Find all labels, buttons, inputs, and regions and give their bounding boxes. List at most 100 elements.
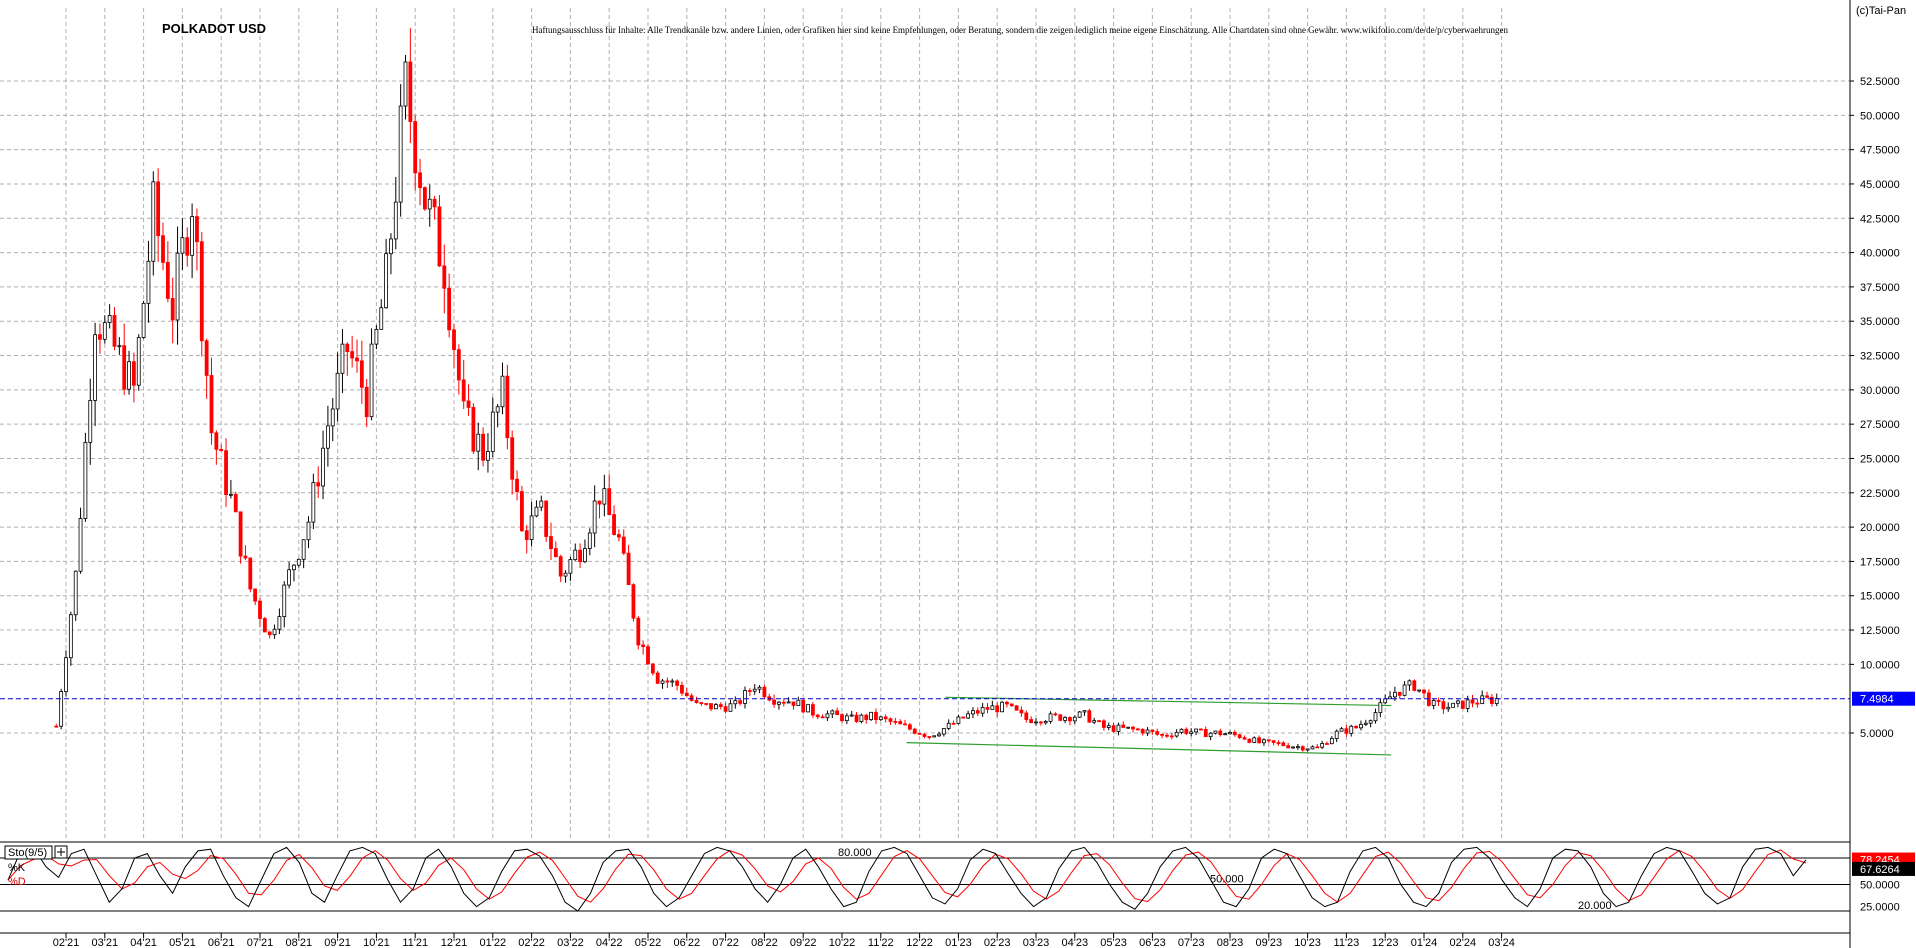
candle-body	[88, 400, 93, 443]
candle-body	[461, 379, 466, 402]
candle-body	[1208, 732, 1213, 738]
candle-body	[1431, 700, 1436, 706]
candle-body	[515, 478, 519, 492]
candle-body	[985, 707, 990, 710]
candle-body	[258, 600, 262, 619]
candle-body	[1252, 737, 1257, 743]
candle-body	[883, 716, 888, 720]
trend-lines	[906, 696, 1392, 756]
candle-body	[374, 328, 379, 345]
x-tick-label: 09'22	[790, 937, 817, 948]
candle-body	[243, 555, 248, 559]
candle-body	[59, 691, 64, 727]
x-tick-label: 09'23	[1256, 937, 1283, 948]
candle-body	[1354, 725, 1358, 729]
candle-body	[694, 700, 699, 703]
x-tick-label: 10'21	[363, 937, 390, 948]
candle-body	[815, 714, 820, 718]
candle-body	[1223, 733, 1228, 736]
candle-body	[1228, 731, 1232, 735]
candle-body	[490, 411, 495, 452]
candle-body	[403, 61, 408, 107]
candle-body	[1184, 728, 1189, 734]
candle-body	[820, 716, 825, 719]
candle-body	[389, 238, 393, 255]
candle-body	[209, 375, 214, 434]
candle-body	[1359, 723, 1363, 729]
y-tick-label: 35.0000	[1860, 316, 1900, 328]
candle-body	[529, 515, 534, 540]
y-tick-label: 22.5000	[1860, 488, 1900, 500]
y-tick-label: 30.0000	[1860, 385, 1900, 397]
candle-body	[830, 710, 835, 715]
candle-body	[233, 493, 238, 513]
candle-body	[422, 187, 427, 210]
candle-body	[573, 549, 578, 560]
x-tick-label: 04'21	[130, 937, 157, 948]
candle-body	[1063, 717, 1067, 721]
candle-body	[1310, 746, 1315, 750]
candle-body	[1029, 719, 1034, 724]
candle-body	[762, 686, 767, 698]
candle-body	[1058, 714, 1063, 721]
sto-k-line	[7, 846, 1807, 912]
candle-body	[898, 721, 903, 725]
candle-body	[1097, 720, 1101, 723]
candle-body	[83, 441, 88, 519]
candle-body	[888, 718, 893, 722]
candle-body	[296, 558, 301, 566]
candle-body	[568, 559, 573, 574]
candle-body	[1271, 740, 1276, 743]
candle-body	[1266, 739, 1271, 742]
candle-body	[54, 725, 59, 728]
candle-body	[350, 351, 355, 359]
sto-ref-label: 20.000	[1578, 900, 1612, 912]
stochastic-panel: 80.00050.00020.00078.245467.626450.00002…	[0, 846, 1915, 914]
candle-body	[195, 216, 199, 243]
copyright-label: (c)Tai-Pan	[1856, 5, 1906, 17]
y-tick-label: 52.5000	[1860, 76, 1900, 88]
candle-body	[306, 521, 311, 541]
candle-body	[655, 672, 660, 684]
candle-body	[1174, 731, 1179, 737]
candle-body	[442, 265, 447, 289]
expand-icon[interactable]	[54, 845, 68, 859]
candle-body	[369, 343, 374, 418]
candle-body	[811, 704, 815, 716]
candle-body	[806, 704, 810, 713]
x-tick-label: 08'21	[286, 937, 313, 948]
x-tick-label: 11'23	[1334, 937, 1360, 948]
candle-body	[68, 614, 73, 659]
x-tick-label: 12'22	[906, 937, 933, 948]
x-tick-label: 04'23	[1062, 937, 1089, 948]
candle-body	[524, 530, 529, 540]
candle-body	[718, 704, 723, 708]
candle-body	[1131, 726, 1135, 730]
candle-body	[170, 298, 175, 321]
candle-body	[665, 680, 670, 683]
candle-body	[1281, 742, 1286, 747]
candle-body	[398, 105, 403, 203]
candle-body	[607, 488, 612, 516]
candle-body	[1422, 689, 1426, 694]
stochastic-legend-box[interactable]: Sto(9/5)	[4, 845, 53, 860]
candle-body	[379, 307, 384, 330]
candle-body	[1218, 730, 1223, 735]
candle-body	[248, 557, 253, 590]
y-tick-label: 40.0000	[1860, 248, 1900, 260]
candle-body	[1344, 728, 1349, 734]
y-tick-label: 45.0000	[1860, 179, 1900, 191]
x-tick-label: 06'22	[674, 937, 701, 948]
candle-body	[136, 337, 141, 386]
candle-body	[93, 334, 97, 401]
candle-body	[427, 198, 432, 210]
x-tick-label: 08'23	[1217, 937, 1244, 948]
candlesticks	[54, 28, 1499, 752]
candle-body	[1451, 702, 1455, 708]
candle-body	[1378, 702, 1383, 714]
candle-body	[364, 386, 369, 418]
candle-body	[704, 703, 709, 705]
candle-body	[165, 261, 170, 299]
candle-body	[597, 500, 602, 505]
candle-body	[117, 345, 122, 348]
